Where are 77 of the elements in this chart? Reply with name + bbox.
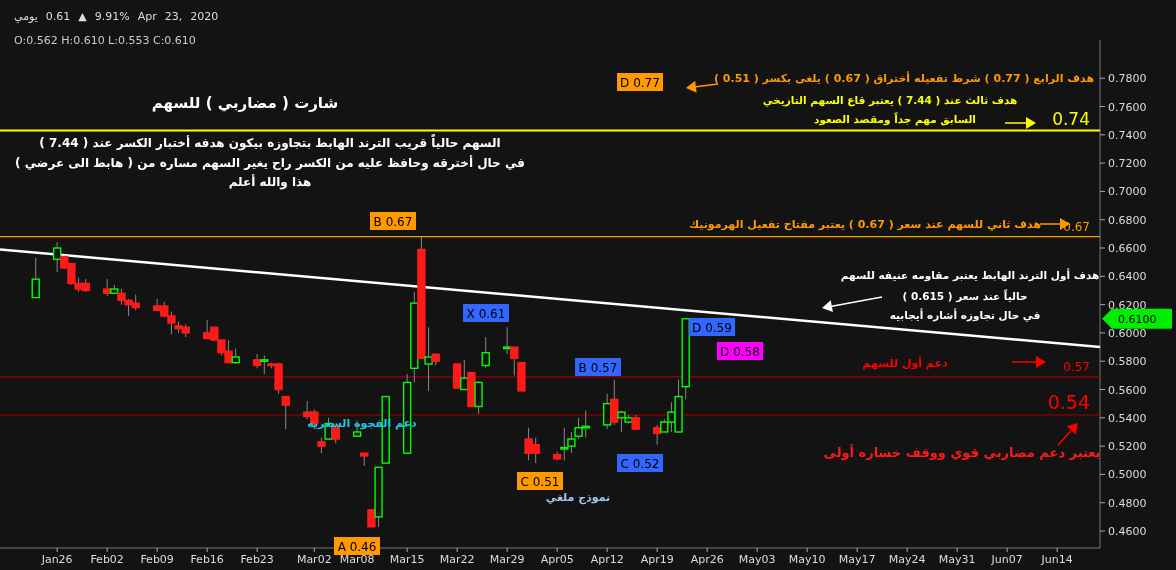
y-tick-label: 0.6400 [1108,270,1147,284]
x-tick-label: Feb16 [190,553,224,566]
y-tick-label: 0.7000 [1108,185,1147,199]
annotation: B 0.67 [373,215,413,229]
annotation: هدف أول الترند الهابط يعتبر مقاومه عنيفه للسهم [840,268,1100,282]
y-tick-label: 0.5000 [1108,468,1147,482]
annotation: السهم حالياً قريب الترند الهابط بتجاوزه بيكون هدفه أختبار الكسر عند ( 7.44 ) [39,134,501,151]
annotation: حالياً عند سعر ( 0.615 ) [902,288,1028,303]
annotation: X 0.61 [466,307,506,321]
x-tick-label: Mar22 [439,553,475,566]
annotation: D 0.59 [692,321,732,335]
x-tick-label: Apr26 [690,553,724,566]
x-tick-label: Jun07 [990,553,1023,566]
candlestick [502,326,512,355]
candlestick [424,326,433,392]
x-tick-label: May24 [888,553,926,566]
x-tick-label: Jan26 [40,553,73,566]
x-tick-label: Mar02 [296,553,332,566]
annotation: في حال تجاوزه أشاره أيجابيه [889,308,1041,322]
annotation: O:0.562 H:0.610 L:0.553 C:0.610 [14,34,196,47]
text: 0.6100 [1118,312,1157,326]
y-tick-label: 0.6200 [1108,298,1147,312]
y-tick-label: 0.5600 [1108,383,1147,397]
annotation: السابق مهم جداً ومقصد الصعود [814,111,976,126]
y-tick-label: 0.7400 [1108,128,1147,142]
y-tick-label: 0.7200 [1108,157,1147,171]
y-tick-label: 0.7800 [1108,72,1147,86]
x-tick-label: Feb23 [240,553,274,566]
x-tick-label: May03 [738,553,776,566]
candlestick [31,257,40,299]
x-tick-label: Mar08 [339,553,375,566]
ref-line-label: 0.57 [1063,359,1090,374]
x-tick-label: Feb02 [90,553,124,566]
annotation: دعم أول للسهم [862,356,948,370]
y-tick-label: 0.6000 [1108,326,1147,340]
annotation: C 0.52 [620,457,660,471]
annotation: نموذج ملغي [545,491,611,505]
annotation: يعتبر دعم مضاربي قوي ووقف خساره أولى [823,444,1101,460]
candlestick [260,355,269,375]
y-tick-label: 0.6800 [1108,213,1147,227]
ref-line-label: 0.74 [1052,108,1090,129]
y-tick-label: 0.6600 [1108,242,1147,256]
candlestick [102,278,112,297]
annotation: هدف ثالث عند ( 7.44 ) يعتبر قاع السهم التاريخي [762,94,1018,107]
ref-line-label: 0.54 [1047,390,1090,413]
y-tick-label: 0.7600 [1108,100,1147,114]
x-tick-label: May17 [838,553,876,566]
x-tick-label: Mar29 [489,553,525,566]
candlestick [281,395,290,430]
x-tick-label: May31 [938,553,976,566]
text: شارت ( مضاربي ) للسهم [151,94,339,112]
candlestick [510,346,519,376]
annotation: D 0.77 [620,76,660,90]
annotation: هذا والله أعلم [228,174,312,190]
x-tick-label: Apr12 [590,553,624,566]
candlestick [252,353,262,369]
candlestick [52,241,62,273]
x-tick-label: Apr19 [640,553,674,566]
annotation: A 0.46 [337,540,377,554]
candlestick [610,379,619,426]
x-tick-label: May10 [788,553,826,566]
annotation: هدف ثاني للسهم عند سعر ( 0.67 ) يعتبر مفتاح تفعيل الهرمونيك [688,218,1042,231]
x-tick-label: Jun14 [1040,553,1073,566]
annotation: في حال أخترقه وحافظ عليه من الكسر راح يغير السهم مساره من ( هابط الى عرضي ) [15,155,525,171]
candlestick [481,336,490,369]
annotation: B 0.57 [578,361,618,375]
y-tick-label: 0.5800 [1108,355,1147,369]
y-tick-label: 0.4800 [1108,496,1147,510]
annotation: C 0.51 [520,475,560,489]
y-tick-label: 0.5400 [1108,411,1147,425]
x-tick-label: Apr05 [540,553,574,566]
annotation: هدف الرابع ( 0.77 ) شرط تفعيله أختراق ( 0.67 ) يلغى بكسر ( 0.51 ) [713,71,1095,85]
y-tick-label: 0.4600 [1108,525,1147,539]
x-tick-label: Feb09 [140,553,174,566]
annotation: D 0.58 [720,345,760,359]
y-tick-label: 0.5200 [1108,440,1147,454]
x-tick-label: Mar15 [389,553,425,566]
